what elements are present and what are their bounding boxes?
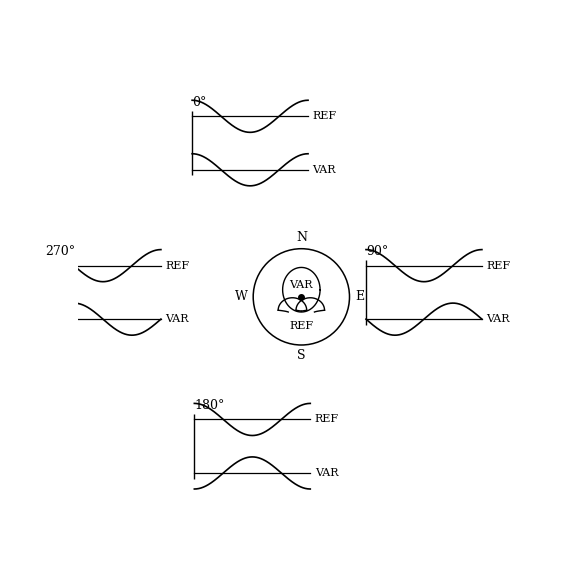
Text: 0°: 0° bbox=[192, 96, 206, 109]
Text: REF: REF bbox=[165, 261, 189, 270]
Text: VAR: VAR bbox=[312, 165, 336, 175]
Text: S: S bbox=[297, 350, 306, 362]
Text: N: N bbox=[296, 231, 307, 244]
Text: VAR: VAR bbox=[315, 468, 338, 478]
Text: E: E bbox=[355, 290, 364, 303]
Text: REF: REF bbox=[289, 321, 313, 331]
Text: VAR: VAR bbox=[486, 314, 510, 324]
Text: VAR: VAR bbox=[165, 314, 189, 324]
Text: W: W bbox=[235, 290, 248, 303]
Text: REF: REF bbox=[312, 111, 336, 121]
Text: VAR: VAR bbox=[290, 280, 313, 290]
Text: REF: REF bbox=[315, 415, 339, 424]
Text: 180°: 180° bbox=[195, 399, 225, 412]
Text: REF: REF bbox=[486, 261, 510, 270]
Text: 270°: 270° bbox=[45, 245, 75, 258]
Text: 90°: 90° bbox=[366, 245, 388, 258]
